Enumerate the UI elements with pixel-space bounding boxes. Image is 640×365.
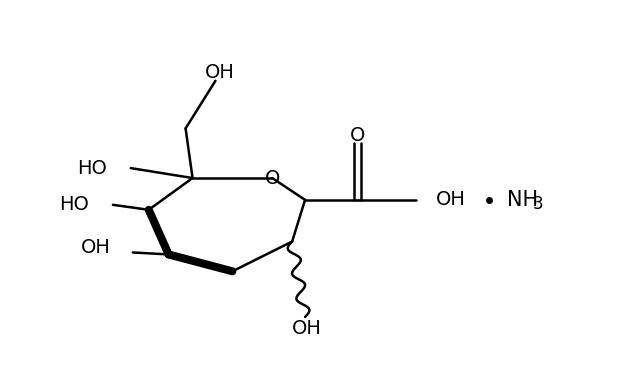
Text: OH: OH [292,319,322,338]
Text: HO: HO [77,159,107,178]
Text: OH: OH [435,191,465,210]
Text: O: O [350,126,365,145]
Text: HO: HO [59,195,89,214]
Text: OH: OH [81,238,111,257]
Text: O: O [264,169,280,188]
Text: NH: NH [507,190,538,210]
Text: OH: OH [205,64,234,82]
Text: 3: 3 [533,195,544,213]
